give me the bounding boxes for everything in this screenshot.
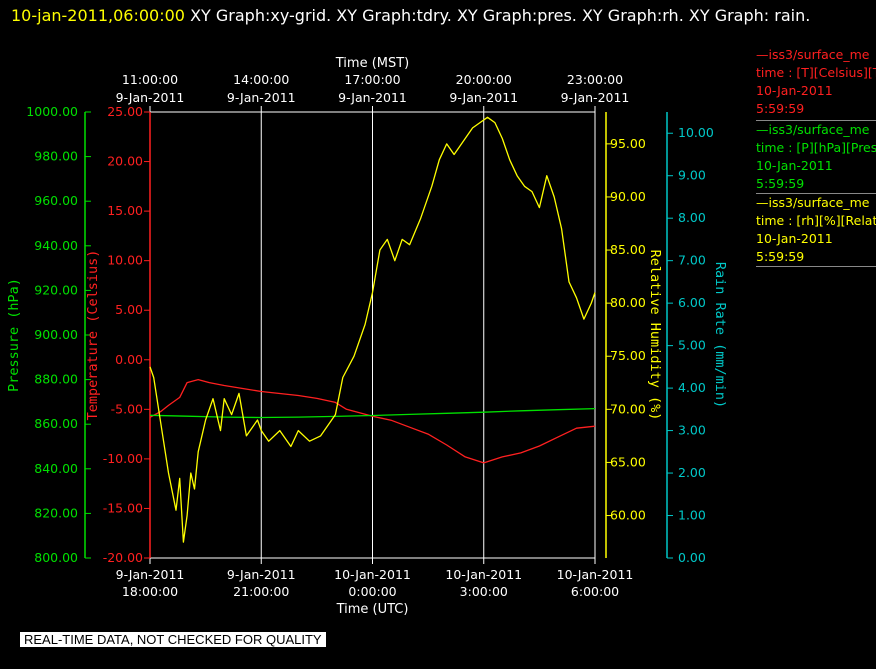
rain-tick-label: 0.00	[678, 550, 706, 565]
x-tick-date: 9-Jan-2011	[227, 567, 296, 582]
x-tick-date: 10-Jan-2011	[557, 567, 634, 582]
rain-tick-label: 2.00	[678, 465, 706, 480]
temperature-tick-label: 15.00	[107, 203, 143, 218]
temperature-tick-label: -10.00	[103, 451, 143, 466]
temperature-tick-label: -20.00	[103, 550, 143, 565]
temperature-tick-label: 25.00	[107, 104, 143, 119]
rain-tick-label: 4.00	[678, 380, 706, 395]
x-tick-date: 10-Jan-2011	[334, 567, 411, 582]
x-tick-date: 10-Jan-2011	[445, 567, 522, 582]
pressure-tick-label: 900.00	[34, 327, 78, 342]
top-axis-title: Time (MST)	[335, 56, 410, 71]
legend-humidity-name: iss3/surface_me	[768, 195, 870, 210]
humidity-tick-label: 65.00	[610, 454, 646, 469]
quality-note: REAL-TIME DATA, NOT CHECKED FOR QUALITY	[20, 632, 326, 647]
legend-dash: —	[756, 122, 769, 137]
top-tick-time: 20:00:00	[456, 72, 512, 87]
legend-humidity-date: 10-Jan-2011	[756, 231, 833, 246]
top-tick-date: 9-Jan-2011	[116, 90, 185, 105]
legend-temperature-desc: time : [T][Celsius][T	[756, 65, 876, 80]
humidity-tick-label: 85.00	[610, 242, 646, 257]
timestamp: 10-jan-2011,06:00:00	[11, 6, 185, 25]
humidity-series-line	[149, 116, 596, 543]
rain-tick-label: 10.00	[678, 125, 714, 140]
temperature-tick-label: -15.00	[103, 500, 143, 515]
legend-humidity-desc: time : [rh][%][Relati	[756, 213, 876, 228]
x-tick-time: 6:00:00	[571, 584, 619, 599]
temperature-series-line	[149, 378, 596, 464]
legend-dash: —	[756, 47, 769, 62]
x-tick-time: 0:00:00	[348, 584, 396, 599]
rain-tick-label: 6.00	[678, 295, 706, 310]
pressure-tick-label: 980.00	[34, 149, 78, 164]
temperature-tick-label: 10.00	[107, 253, 143, 268]
top-tick-date: 9-Jan-2011	[561, 90, 630, 105]
rain-tick-label: 1.00	[678, 508, 706, 523]
pressure-tick-label: 1000.00	[26, 104, 78, 119]
rain-tick-label: 8.00	[678, 210, 706, 225]
pressure-tick-label: 880.00	[34, 372, 78, 387]
temperature-axis-title: Temperature (Celsius)	[85, 250, 101, 421]
legend-temperature: —iss3/surface_me time : [T][Celsius][T 1…	[756, 46, 876, 118]
pressure-series-line	[149, 407, 596, 419]
x-tick-time: 21:00:00	[233, 584, 289, 599]
x-tick-time: 18:00:00	[122, 584, 178, 599]
top-tick-time: 17:00:00	[344, 72, 400, 87]
rain-tick-label: 9.00	[678, 168, 706, 183]
x-tick-time: 3:00:00	[460, 584, 508, 599]
temperature-tick-label: 20.00	[107, 154, 143, 169]
humidity-tick-label: 70.00	[610, 401, 646, 416]
rain-axis-title: Rain Rate (mm/min)	[712, 262, 728, 408]
legend-humidity-time: 5:59:59	[756, 249, 805, 264]
pressure-tick-label: 840.00	[34, 461, 78, 476]
page-header: 10-jan-2011,06:00:00 XY Graph:xy-grid. X…	[11, 2, 851, 30]
pressure-tick-label: 860.00	[34, 416, 78, 431]
top-tick-time: 23:00:00	[567, 72, 623, 87]
pressure-tick-label: 960.00	[34, 193, 78, 208]
legend-pressure-time: 5:59:59	[756, 176, 805, 191]
pressure-tick-label: 820.00	[34, 505, 78, 520]
top-tick-time: 14:00:00	[233, 72, 289, 87]
top-tick-date: 9-Jan-2011	[227, 90, 296, 105]
humidity-tick-label: 90.00	[610, 189, 646, 204]
legend-pressure-name: iss3/surface_me	[768, 122, 870, 137]
humidity-tick-label: 75.00	[610, 348, 646, 363]
legend-temperature-date: 10-Jan-2011	[756, 83, 833, 98]
humidity-tick-label: 60.00	[610, 508, 646, 523]
top-tick-date: 9-Jan-2011	[449, 90, 518, 105]
legend-pressure-desc: time : [P][hPa][Pres	[756, 140, 876, 155]
humidity-tick-label: 95.00	[610, 136, 646, 151]
legend-dash: —	[756, 195, 769, 210]
legend-temperature-name: iss3/surface_me	[768, 47, 870, 62]
pressure-tick-label: 920.00	[34, 282, 78, 297]
legend-pressure: —iss3/surface_me time : [P][hPa][Pres 10…	[756, 120, 876, 193]
temperature-tick-label: -5.00	[111, 401, 143, 416]
humidity-tick-label: 80.00	[610, 295, 646, 310]
temperature-tick-label: 5.00	[115, 302, 143, 317]
legend-humidity: —iss3/surface_me time : [rh][%][Relati 1…	[756, 193, 876, 267]
rain-tick-label: 3.00	[678, 423, 706, 438]
pressure-tick-label: 800.00	[34, 550, 78, 565]
pressure-tick-label: 940.00	[34, 238, 78, 253]
x-axis-title: Time (UTC)	[336, 602, 409, 617]
top-tick-time: 11:00:00	[122, 72, 178, 87]
pressure-axis-title: Pressure (hPa)	[6, 278, 22, 392]
legend-pressure-date: 10-Jan-2011	[756, 158, 833, 173]
temperature-tick-label: 0.00	[115, 352, 143, 367]
top-tick-date: 9-Jan-2011	[338, 90, 407, 105]
rain-tick-label: 7.00	[678, 253, 706, 268]
legend-temperature-time: 5:59:59	[756, 101, 805, 116]
graph-titles: XY Graph:xy-grid. XY Graph:tdry. XY Grap…	[190, 6, 811, 25]
x-tick-date: 9-Jan-2011	[116, 567, 185, 582]
rain-tick-label: 5.00	[678, 338, 706, 353]
humidity-axis-title: Relative Humidity (%)	[647, 250, 663, 421]
